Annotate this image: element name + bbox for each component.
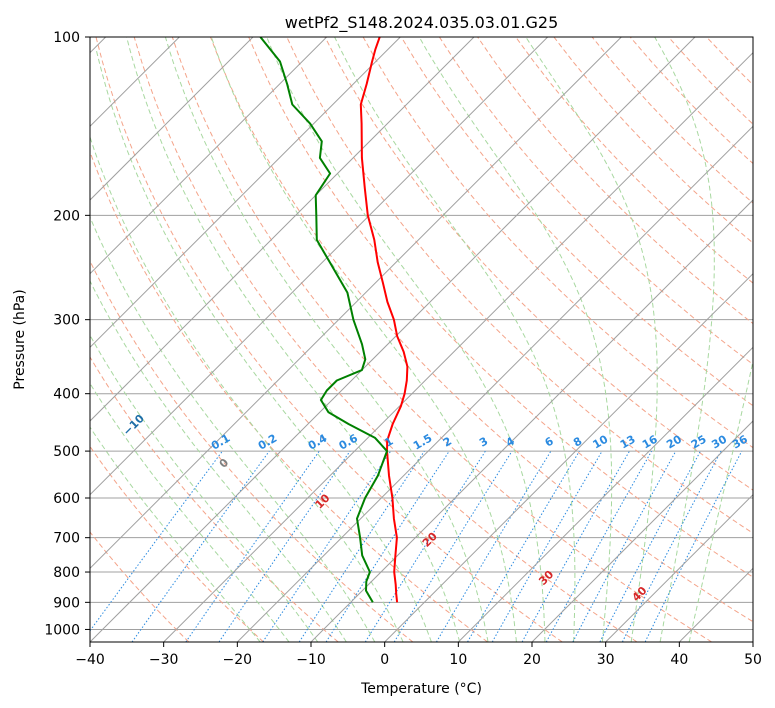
mixing-ratio-line xyxy=(364,450,486,642)
x-axis-title: Temperature (°C) xyxy=(360,681,482,697)
dry-adiabat xyxy=(248,37,753,578)
x-tick-label: −20 xyxy=(223,652,253,668)
pressure-gridlines xyxy=(90,37,753,630)
moist-adiabat xyxy=(654,37,715,642)
dry-adiabat xyxy=(90,531,190,642)
y-tick-label: 200 xyxy=(53,208,80,224)
y-axis: 100 200 300 400 500 600 700 800 900 1000 xyxy=(44,30,90,638)
isotherm-line xyxy=(384,272,753,642)
mixing-ratio-lines xyxy=(90,450,743,642)
isotherm-line xyxy=(531,420,753,642)
moist-adiabat xyxy=(418,37,613,642)
y-axis-title: Pressure (hPa) xyxy=(12,289,28,389)
isotherm-line xyxy=(90,37,254,201)
moist-adiabat xyxy=(90,426,261,642)
moist-adiabats xyxy=(90,37,753,642)
mixing-ratio-line xyxy=(325,450,450,642)
mixing-ratio-line xyxy=(545,450,653,642)
dry-adiabat xyxy=(438,37,753,366)
x-tick-label: −10 xyxy=(296,652,326,668)
x-axis: −40 −30 −20 −10 0 10 20 30 40 50 xyxy=(75,642,762,668)
x-tick-label: 0 xyxy=(380,652,389,668)
x-tick-label: −40 xyxy=(75,652,105,668)
mixing-ratio-line xyxy=(521,450,630,642)
moist-adiabat xyxy=(126,37,461,642)
y-tick-label: 400 xyxy=(53,387,80,403)
profile-series xyxy=(259,37,409,603)
mixing-ratio-line xyxy=(621,450,722,642)
x-tick-label: 40 xyxy=(670,652,688,668)
isotherm-line xyxy=(163,51,753,642)
y-tick-label: 600 xyxy=(53,491,80,507)
isotherm-line xyxy=(90,37,549,496)
dry-adiabat xyxy=(133,37,638,642)
y-tick-label: 300 xyxy=(53,313,80,329)
x-tick-label: 50 xyxy=(744,652,762,668)
y-tick-label: 500 xyxy=(53,444,80,460)
dry-adiabats xyxy=(90,37,753,642)
dewpoint-profile xyxy=(259,37,388,603)
isotherm-line xyxy=(310,199,753,642)
mixing-ratio-line xyxy=(90,450,223,632)
y-tick-label: 100 xyxy=(53,30,80,46)
mixing-ratio-line xyxy=(131,450,270,642)
y-tick-label: 700 xyxy=(53,531,80,547)
dry-adiabat xyxy=(210,37,753,623)
mixing-ratio-line xyxy=(644,450,743,642)
dry-adiabat xyxy=(95,37,563,642)
dry-adiabat xyxy=(90,356,339,642)
moist-adiabat xyxy=(334,37,576,642)
temperature-profile xyxy=(359,37,409,603)
isotherm-line xyxy=(90,37,328,275)
moist-adiabat xyxy=(90,135,404,642)
mixing-ratio-line xyxy=(393,450,513,642)
plot-area: −100−90−80−70−60−50−40−30−20−10010203040… xyxy=(90,37,753,642)
mixing-ratio-line xyxy=(218,450,351,642)
isotherm-line xyxy=(457,346,753,642)
dry-adiabat xyxy=(90,445,264,642)
isotherm-line xyxy=(236,125,753,642)
dry-adiabat xyxy=(324,37,753,491)
mixing-ratio-line xyxy=(298,450,425,642)
moist-adiabat xyxy=(95,49,432,642)
dry-adiabat xyxy=(171,37,712,642)
moist-adiabat xyxy=(90,382,290,642)
chart-title: wetPf2_S148.2024.035.03.01.G25 xyxy=(285,13,559,33)
moist-adiabat xyxy=(90,334,319,642)
dry-adiabat xyxy=(515,37,753,284)
mixing-ratio-line xyxy=(599,450,701,642)
mixing-ratio-line xyxy=(572,450,677,642)
isotherm-line xyxy=(605,493,753,642)
y-tick-label: 1000 xyxy=(44,622,80,638)
plot-frame xyxy=(89,36,754,643)
moist-adiabat xyxy=(164,37,489,642)
x-tick-label: 10 xyxy=(449,652,467,668)
isotherm-line xyxy=(90,37,622,570)
dry-adiabat xyxy=(90,150,488,642)
isotherm-line xyxy=(90,37,696,642)
x-tick-label: −30 xyxy=(149,652,179,668)
isotherms xyxy=(90,37,753,642)
moist-adiabat xyxy=(210,37,517,642)
mixing-ratio-line xyxy=(435,450,552,642)
y-tick-label: 800 xyxy=(53,565,80,581)
mixing-ratio-line xyxy=(262,450,392,642)
moist-adiabat xyxy=(688,358,753,642)
moist-adiabat xyxy=(525,37,658,642)
isotherm-line xyxy=(90,37,401,349)
isotherm-line xyxy=(90,37,475,422)
dry-adiabat xyxy=(400,37,753,407)
moist-adiabat xyxy=(90,215,376,642)
x-tick-label: 30 xyxy=(597,652,615,668)
y-tick-label: 900 xyxy=(53,595,80,611)
moist-adiabat xyxy=(90,279,347,642)
mixing-ratio-line xyxy=(185,450,320,642)
x-tick-label: 20 xyxy=(523,652,541,668)
moist-adiabat xyxy=(266,37,546,642)
